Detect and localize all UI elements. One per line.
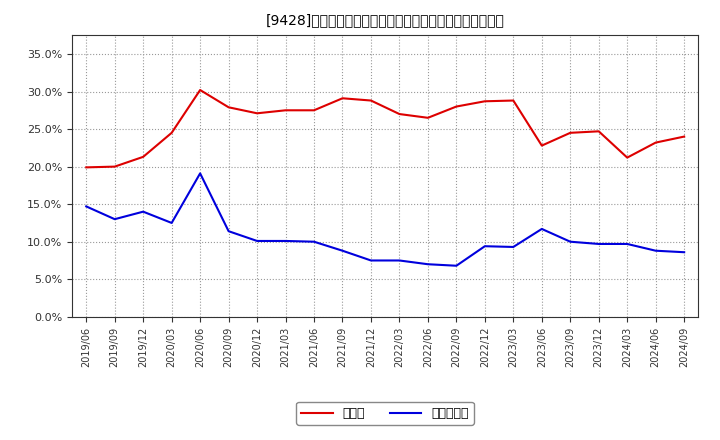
有利子負債 bbox=[282, 238, 290, 244]
現須金 bbox=[310, 108, 318, 113]
現須金 bbox=[253, 110, 261, 116]
有利子負債 bbox=[167, 220, 176, 226]
有利子負債 bbox=[537, 226, 546, 231]
Title: [9428]　現須金、有利子負債の総資産に対する比率の推移: [9428] 現須金、有利子負債の総資産に対する比率の推移 bbox=[266, 13, 505, 27]
Legend: 現須金, 有利子負債: 現須金, 有利子負債 bbox=[297, 402, 474, 425]
有利子負債 bbox=[423, 262, 432, 267]
現須金 bbox=[509, 98, 518, 103]
現須金 bbox=[652, 140, 660, 145]
有利子負債 bbox=[253, 238, 261, 244]
有利子負債 bbox=[452, 263, 461, 268]
有利子負債 bbox=[196, 171, 204, 176]
有利子負債 bbox=[680, 249, 688, 255]
現須金 bbox=[595, 128, 603, 134]
現須金 bbox=[167, 130, 176, 136]
有利子負債 bbox=[509, 244, 518, 249]
有利子負債 bbox=[480, 244, 489, 249]
現須金 bbox=[423, 115, 432, 121]
現須金 bbox=[480, 99, 489, 104]
現須金 bbox=[110, 164, 119, 169]
有利子負債 bbox=[139, 209, 148, 214]
有利子負債 bbox=[395, 258, 404, 263]
有利子負債 bbox=[623, 241, 631, 246]
現須金 bbox=[338, 95, 347, 101]
Line: 有利子負債: 有利子負債 bbox=[86, 173, 684, 266]
有利子負債 bbox=[110, 216, 119, 222]
Line: 現須金: 現須金 bbox=[86, 90, 684, 167]
現須金 bbox=[395, 111, 404, 117]
現須金 bbox=[196, 88, 204, 93]
現須金 bbox=[537, 143, 546, 148]
現須金 bbox=[452, 104, 461, 109]
有利子負債 bbox=[366, 258, 375, 263]
現須金 bbox=[139, 154, 148, 159]
有利子負債 bbox=[338, 248, 347, 253]
現須金 bbox=[282, 108, 290, 113]
現須金 bbox=[566, 130, 575, 136]
現須金 bbox=[366, 98, 375, 103]
有利子負債 bbox=[566, 239, 575, 244]
現須金 bbox=[680, 134, 688, 139]
現須金 bbox=[225, 105, 233, 110]
有利子負債 bbox=[310, 239, 318, 244]
現須金 bbox=[623, 155, 631, 160]
有利子負債 bbox=[82, 204, 91, 209]
有利子負債 bbox=[225, 228, 233, 234]
現須金 bbox=[82, 165, 91, 170]
有利子負債 bbox=[652, 248, 660, 253]
有利子負債 bbox=[595, 241, 603, 246]
